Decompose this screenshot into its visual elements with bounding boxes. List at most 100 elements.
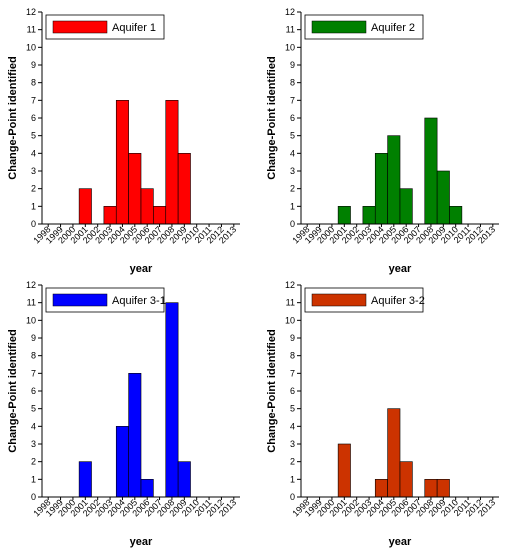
legend-swatch — [311, 293, 367, 307]
legend: Aquifer 1 — [45, 14, 165, 40]
bar-2001 — [78, 188, 92, 225]
y-tick-label: 6 — [31, 386, 36, 396]
bar-2008 — [165, 302, 179, 498]
y-tick-label: 11 — [286, 25, 295, 35]
y-tick-label: 12 — [285, 7, 295, 17]
y-tick-label: 3 — [31, 166, 36, 176]
bar-2001 — [78, 461, 92, 498]
legend: Aquifer 2 — [304, 14, 424, 40]
bar-2006 — [399, 188, 413, 225]
y-tick-label: 7 — [290, 95, 295, 105]
bar-2004 — [115, 426, 129, 498]
y-tick-label: 5 — [31, 404, 36, 414]
legend-swatch — [52, 293, 108, 307]
y-tick-label: 6 — [290, 113, 295, 123]
bar-2005 — [128, 373, 142, 498]
y-tick-label: 8 — [31, 351, 36, 361]
legend-label: Aquifer 2 — [371, 22, 415, 34]
chart-panel-2: 0123456789101112199819992000200120022003… — [266, 7, 499, 275]
bar-2007 — [153, 206, 167, 225]
bar-2004 — [374, 153, 388, 225]
y-tick-label: 12 — [26, 7, 36, 17]
bar-2001 — [337, 443, 351, 498]
y-tick-label: 6 — [290, 386, 295, 396]
chart-panel-4: 0123456789101112199819992000200120022003… — [266, 280, 499, 548]
y-tick-label: 10 — [26, 315, 36, 325]
y-tick-label: 8 — [290, 78, 295, 88]
y-tick-label: 4 — [290, 148, 295, 158]
bar-2006 — [140, 188, 154, 225]
y-tick-label: 11 — [27, 25, 36, 35]
y-tick-label: 10 — [26, 42, 36, 52]
y-tick-label: 3 — [31, 439, 36, 449]
bar-2009 — [177, 153, 191, 225]
bar-2001 — [337, 206, 351, 225]
y-tick-label: 4 — [31, 421, 36, 431]
legend-label: Aquifer 3-1 — [112, 295, 166, 307]
bar-2008 — [424, 479, 438, 498]
y-tick-label: 2 — [290, 457, 295, 467]
y-tick-label: 2 — [31, 457, 36, 467]
bar-2004 — [115, 100, 129, 225]
chart-panel-1: 0123456789101112199819992000200120022003… — [7, 7, 240, 275]
y-tick-label: 11 — [286, 298, 295, 308]
y-tick-label: 5 — [31, 131, 36, 141]
y-tick-label: 7 — [31, 368, 36, 378]
bar-2003 — [103, 206, 117, 225]
legend: Aquifer 3-1 — [45, 287, 166, 313]
y-tick-label: 10 — [285, 315, 295, 325]
bar-2005 — [387, 135, 401, 225]
y-tick-label: 5 — [290, 131, 295, 141]
legend: Aquifer 3-2 — [304, 287, 425, 313]
chart-panel-3: 0123456789101112199819992000200120022003… — [7, 280, 240, 548]
y-tick-label: 0 — [31, 219, 36, 229]
y-tick-label: 9 — [31, 333, 36, 343]
legend-label: Aquifer 3-2 — [371, 295, 425, 307]
y-tick-label: 6 — [31, 113, 36, 123]
bar-2004 — [374, 479, 388, 498]
y-tick-label: 10 — [285, 42, 295, 52]
y-tick-label: 9 — [290, 60, 295, 70]
bar-2005 — [387, 408, 401, 498]
x-axis-label: year — [130, 263, 153, 275]
y-tick-label: 1 — [290, 201, 295, 211]
bar-2009 — [436, 479, 450, 498]
y-tick-label: 8 — [31, 78, 36, 88]
bar-2006 — [399, 461, 413, 498]
y-tick-label: 3 — [290, 166, 295, 176]
y-axis-label: Change-Point identified — [7, 329, 19, 452]
bar-2006 — [140, 479, 154, 498]
y-tick-label: 0 — [290, 492, 295, 502]
y-tick-label: 12 — [26, 280, 36, 290]
y-tick-label: 12 — [285, 280, 295, 290]
legend-swatch — [311, 20, 367, 34]
x-axis-label: year — [389, 536, 412, 548]
y-axis-label: Change-Point identified — [7, 56, 19, 179]
bar-2010 — [449, 206, 463, 225]
y-tick-label: 7 — [290, 368, 295, 378]
y-tick-label: 3 — [290, 439, 295, 449]
bar-2008 — [165, 100, 179, 225]
legend-swatch — [52, 20, 108, 34]
y-tick-label: 1 — [31, 201, 36, 211]
y-tick-label: 11 — [27, 298, 36, 308]
legend-label: Aquifer 1 — [112, 22, 156, 34]
y-tick-label: 4 — [290, 421, 295, 431]
y-tick-label: 5 — [290, 404, 295, 414]
y-axis-label: Change-Point identified — [266, 329, 278, 452]
y-tick-label: 1 — [31, 474, 36, 484]
bar-2008 — [424, 117, 438, 225]
y-tick-label: 1 — [290, 474, 295, 484]
bar-2005 — [128, 153, 142, 225]
bar-2009 — [177, 461, 191, 498]
bar-2003 — [362, 206, 376, 225]
y-tick-label: 2 — [31, 184, 36, 194]
x-axis-label: year — [389, 263, 412, 275]
y-tick-label: 2 — [290, 184, 295, 194]
y-tick-label: 7 — [31, 95, 36, 105]
y-tick-label: 0 — [31, 492, 36, 502]
y-tick-label: 8 — [290, 351, 295, 361]
y-tick-label: 9 — [290, 333, 295, 343]
y-axis-label: Change-Point identified — [266, 56, 278, 179]
